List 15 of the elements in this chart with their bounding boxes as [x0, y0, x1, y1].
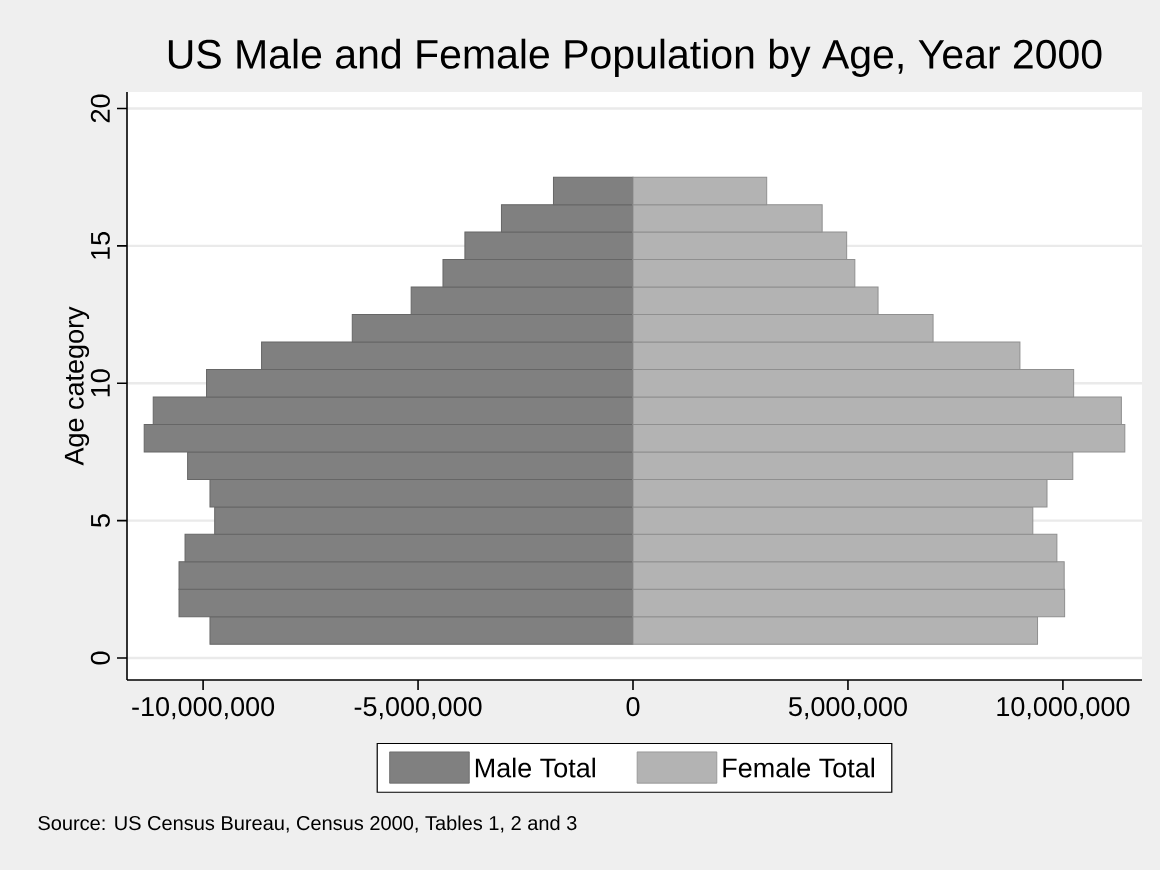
y-tick-label: 0: [90, 651, 110, 665]
x-tick-label: 0: [626, 697, 640, 717]
legend-label: Female Total: [723, 757, 874, 778]
y-axis-title: Age category: [64, 306, 90, 466]
y-tick-label: 20: [90, 94, 110, 123]
y-tick-label: 5: [91, 514, 110, 528]
source-note: Source: US Census Bureau, Census 2000, Tables 1, 2 and 3: [38, 815, 577, 833]
x-tick-label: 10,000,000: [997, 697, 1130, 720]
legend-label: Male Total: [475, 757, 595, 778]
x-tick-label: -5,000,000: [354, 697, 482, 720]
chart-title: US Male and Female Population by Age, Year 2000: [168, 38, 1102, 77]
y-tick-label: 15: [91, 231, 110, 259]
x-tick-label: 5,000,000: [788, 697, 907, 720]
x-tick-label: -10,000,000: [132, 697, 275, 720]
y-tick-label: 10: [90, 369, 110, 397]
